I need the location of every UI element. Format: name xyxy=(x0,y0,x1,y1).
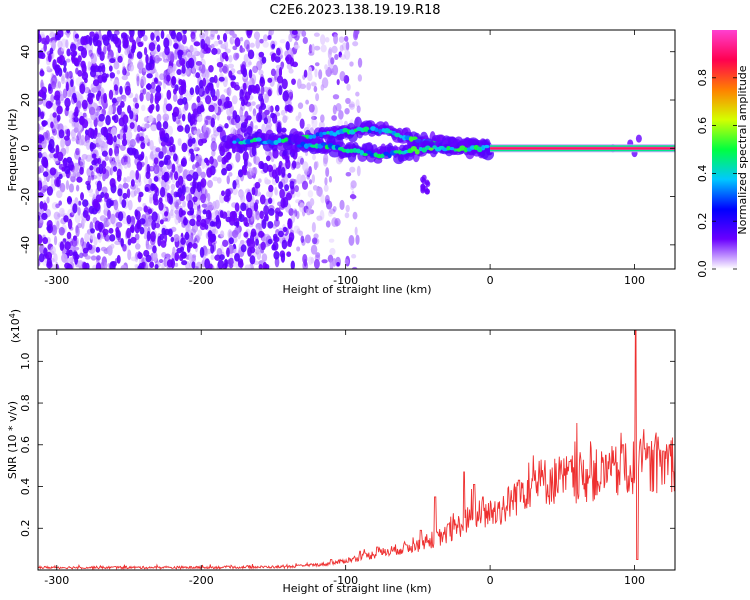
snr-x-axis: -300 -200 -100 0 100 xyxy=(44,330,645,587)
colorbar-tick-label: 0.4 xyxy=(696,165,709,183)
x-tick-label: -200 xyxy=(189,574,214,587)
y-tick-label: 0.6 xyxy=(19,436,32,454)
colorbar-tick-label: 0.2 xyxy=(696,212,709,230)
x-tick-label: -100 xyxy=(333,274,358,287)
y-tick-label: 40 xyxy=(19,45,32,59)
spectrogram-x-label: Height of straight line (km) xyxy=(282,283,431,296)
y-tick-label: 0 xyxy=(19,145,32,152)
x-tick-label: -100 xyxy=(333,574,358,587)
colorbar-ticks: 0.0 0.2 0.4 0.6 0.8 xyxy=(696,69,737,278)
y-tick-label: 20 xyxy=(19,93,32,107)
snr-series-line xyxy=(38,330,675,570)
x-tick-label: -300 xyxy=(44,274,69,287)
snr-y-multiplier: (x104) xyxy=(8,309,22,343)
x-tick-label: 0 xyxy=(487,574,494,587)
y-tick-label: 0.8 xyxy=(19,394,32,412)
colorbar-gradient xyxy=(712,30,737,269)
spectrogram-noise-cloud xyxy=(38,30,363,269)
y-tick-label: -40 xyxy=(19,236,32,254)
spectrogram-tone-line xyxy=(490,144,675,153)
colorbar-tick-label: 0.8 xyxy=(696,69,709,87)
x-tick-label: -300 xyxy=(44,574,69,587)
snr-x-label: Height of straight line (km) xyxy=(282,582,431,595)
spectrogram-frame xyxy=(37,29,676,270)
spectrogram-x-axis: -300 -200 -100 0 100 xyxy=(44,30,645,287)
snr-frame xyxy=(37,329,676,571)
snr-panel: -300 -200 -100 0 100 0.2 0.4 0.6 0.8 1.0 Height … xyxy=(6,309,676,595)
snr-y-label: SNR (10 * v/v) xyxy=(6,401,19,479)
spectrogram-y-axis: -40 -20 0 20 40 xyxy=(19,45,675,254)
y-tick-label: 0.2 xyxy=(19,520,32,538)
y-tick-label: 0.4 xyxy=(19,478,32,496)
y-tick-label: 1.0 xyxy=(19,353,32,371)
spectrogram-signal-tracks xyxy=(219,116,642,195)
colorbar-tick-label: 0.0 xyxy=(696,260,709,278)
x-tick-label: 100 xyxy=(624,574,645,587)
colorbar-tick-label: 0.6 xyxy=(696,117,709,135)
snr-y-axis: 0.2 0.4 0.6 0.8 1.0 xyxy=(19,353,675,537)
snr-background xyxy=(38,330,675,570)
y-tick-label: -20 xyxy=(19,188,32,206)
figure-title: C2E6.2023.138.19.19.R18 xyxy=(269,3,440,18)
colorbar: 0.0 0.2 0.4 0.6 0.8 Normalized spectral ampl… xyxy=(696,30,749,278)
x-tick-label: -200 xyxy=(189,274,214,287)
colorbar-label: Normalized spectral amplitude xyxy=(736,65,749,234)
spectrogram-y-label: Frequency (Hz) xyxy=(6,109,19,192)
x-tick-label: 0 xyxy=(487,274,494,287)
x-tick-label: 100 xyxy=(624,274,645,287)
